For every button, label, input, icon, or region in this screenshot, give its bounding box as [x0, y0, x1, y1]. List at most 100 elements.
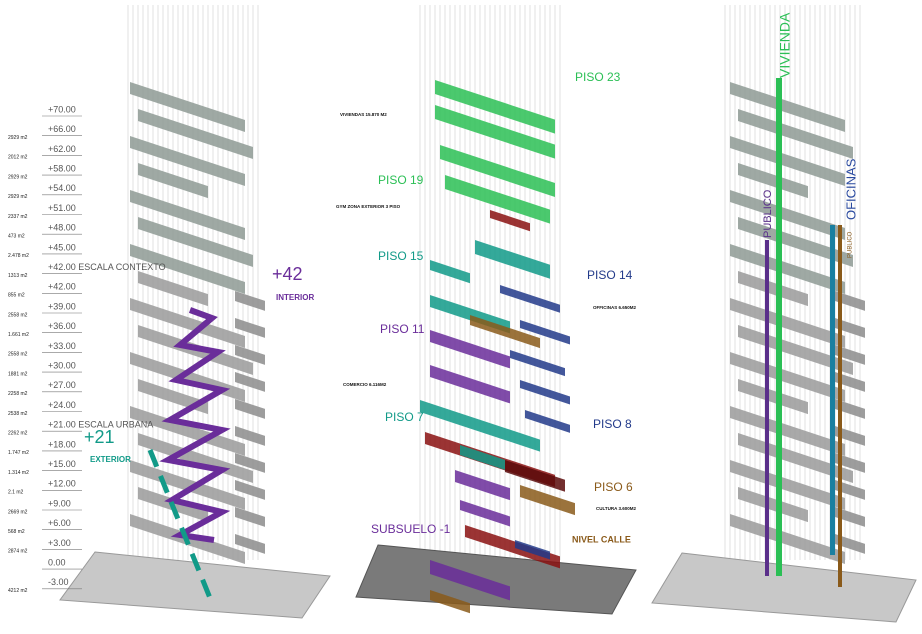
plate — [430, 365, 510, 404]
plate — [435, 80, 555, 134]
plate — [235, 318, 265, 338]
level-label: +24.00 — [48, 400, 76, 410]
plate — [525, 410, 570, 433]
level-label: +9.00 — [48, 498, 71, 508]
band-label: PUBLICO — [848, 231, 854, 258]
plate — [130, 190, 245, 240]
labels: +42 INTERIOR +21 EXTERIOR PISO 23 PISO 1… — [8, 12, 858, 594]
area-label: 855 m2 — [8, 293, 25, 299]
program-note: GYM ZONA EXTERIOR 3 PISO — [336, 204, 401, 209]
level-label: +12.00 — [48, 479, 76, 489]
plate — [835, 345, 865, 365]
floor-label: PISO 6 — [594, 480, 633, 494]
floor-label: PISO 19 — [378, 173, 424, 187]
level-label: +3.00 — [48, 538, 71, 548]
plate — [235, 291, 265, 311]
plate — [130, 136, 245, 186]
plate — [738, 271, 808, 307]
floor-label: PISO 14 — [587, 268, 633, 282]
area-label: 2.1 m2 — [8, 490, 24, 496]
plate — [738, 379, 808, 415]
area-label: 568 m2 — [8, 529, 25, 535]
floor-label: PISO 7 — [385, 410, 424, 424]
floor-plates — [130, 80, 865, 614]
plate — [520, 320, 570, 345]
program-note: VIVIENDAS 15.870 M2 — [340, 112, 387, 117]
plate — [835, 318, 865, 338]
level-label: +70.00 — [48, 104, 76, 114]
level-label: +33.00 — [48, 341, 76, 351]
plate — [835, 453, 865, 473]
plate — [235, 399, 265, 419]
plate — [738, 487, 808, 523]
plate — [138, 109, 253, 159]
area-label: 4212 m2 — [8, 588, 28, 594]
plate — [520, 485, 575, 516]
level-label: +66.00 — [48, 124, 76, 134]
plate — [470, 315, 540, 349]
area-label: 2262 m2 — [8, 431, 28, 437]
plate — [235, 480, 265, 500]
area-label: 2669 m2 — [8, 509, 28, 515]
floor-label: PISO 15 — [378, 249, 424, 263]
level-label: +27.00 — [48, 380, 76, 390]
plate — [455, 470, 510, 501]
area-label: 1881 m2 — [8, 371, 28, 377]
level-label: +62.00 — [48, 144, 76, 154]
plate — [475, 240, 550, 279]
plate — [835, 534, 865, 554]
plate — [835, 372, 865, 392]
area-label: 2929 m2 — [8, 135, 28, 141]
plate — [500, 285, 560, 313]
interior-ramp — [159, 307, 231, 543]
plate — [505, 460, 565, 492]
publico-band — [765, 240, 769, 576]
callout-label: EXTERIOR — [90, 455, 131, 464]
plate — [235, 453, 265, 473]
callout-label: INTERIOR — [276, 293, 314, 302]
plate — [835, 399, 865, 419]
area-label: 2538 m2 — [8, 411, 28, 417]
level-label: +51.00 — [48, 203, 76, 213]
plate — [835, 291, 865, 311]
plate — [730, 190, 845, 240]
plate — [130, 298, 245, 348]
level-label: +39.00 — [48, 301, 76, 311]
plate — [730, 82, 845, 132]
plate — [138, 271, 208, 307]
oficinas-band — [830, 225, 835, 555]
plate — [730, 352, 845, 402]
level-label: +36.00 — [48, 321, 76, 331]
plate — [130, 82, 245, 132]
level-label: +30.00 — [48, 360, 76, 370]
plate — [730, 460, 845, 510]
plate — [835, 426, 865, 446]
plate — [420, 400, 540, 452]
area-label: 2337 m2 — [8, 214, 28, 220]
plate — [130, 460, 245, 510]
base-left — [59, 551, 331, 619]
plate — [730, 298, 845, 348]
plate — [130, 406, 245, 456]
area-label: 2558 m2 — [8, 352, 28, 358]
program-note: CULTURA 3.600M2 — [596, 506, 637, 511]
plate — [738, 163, 808, 199]
plate — [520, 380, 570, 405]
plate — [430, 560, 510, 601]
base-middle — [355, 544, 637, 615]
level-label: 0.00 — [48, 557, 66, 567]
plate — [738, 109, 853, 159]
plate — [430, 590, 470, 614]
level-label: +15.00 — [48, 459, 76, 469]
callout-value: +42 — [272, 264, 303, 284]
area-label: 2929 m2 — [8, 194, 28, 200]
plate — [440, 145, 555, 197]
plate — [445, 175, 550, 224]
area-label: 2012 m2 — [8, 155, 28, 161]
area-label: 2558 m2 — [8, 312, 28, 318]
level-label: +58.00 — [48, 163, 76, 173]
plate — [235, 426, 265, 446]
plate — [235, 534, 265, 554]
plate — [730, 406, 845, 456]
floor-label: SUBSUELO -1 — [371, 522, 451, 536]
